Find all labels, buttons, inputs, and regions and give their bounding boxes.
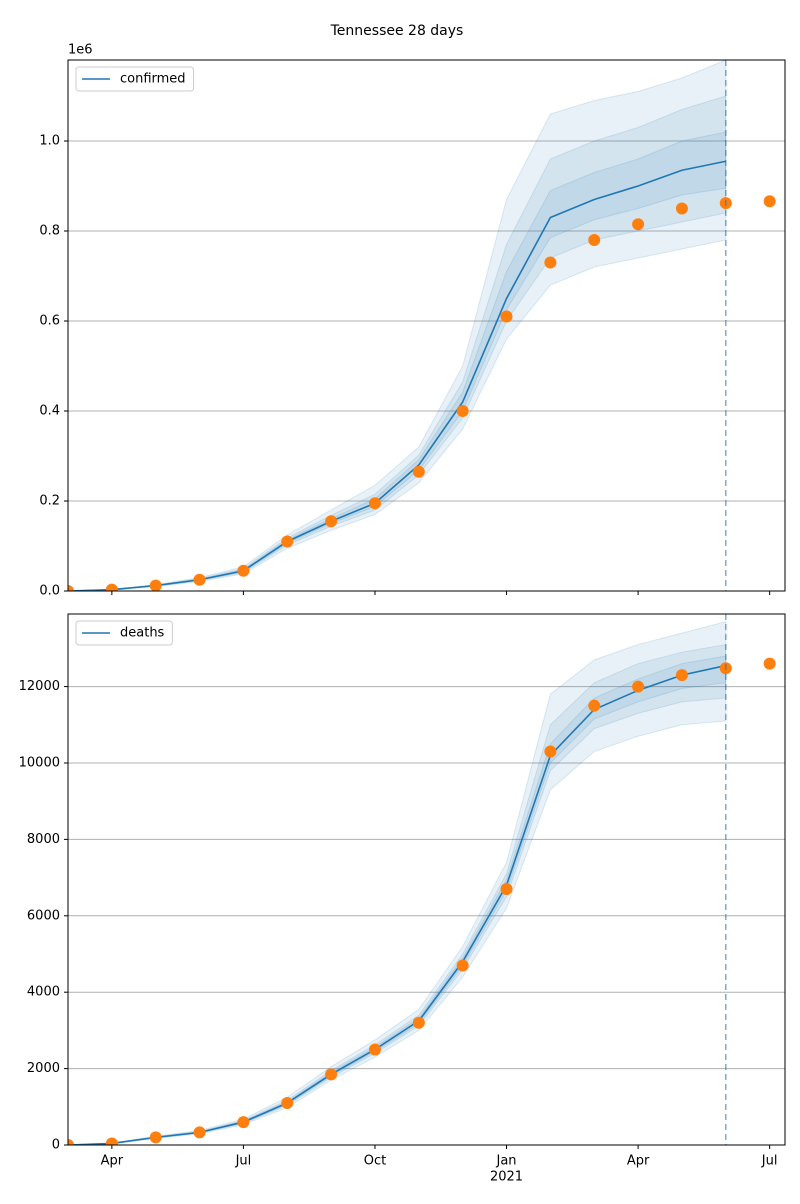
data-point [68,1139,74,1145]
data-point [105,1137,118,1145]
x-tick-label: Jul [761,1154,778,1169]
axes-frame [67,59,786,592]
legend-label: confirmed [120,72,186,87]
data-point [149,1131,162,1144]
data-point [105,583,118,591]
data-point [193,573,206,586]
figure-title: Tennessee 28 days [330,23,464,39]
y-tick-label: 4000 [27,985,60,1000]
y-tick-label: 0.4 [39,404,60,419]
y-tick-label: 1.0 [39,134,60,149]
legend: deaths [75,620,173,646]
data-point [237,564,250,577]
data-point [325,1068,338,1081]
data-point [456,405,469,417]
data-point [149,579,162,591]
data-point [281,535,294,548]
data-point [763,195,776,208]
data-point [588,234,601,246]
data-point [237,1116,250,1129]
y-tick-label: 0.0 [39,584,60,599]
data-point [675,669,688,682]
data-point [412,1016,425,1029]
data-point [500,310,513,323]
plot-area [68,60,785,591]
data-point [193,1126,206,1139]
y-tick-label: 0 [52,1138,60,1153]
data-point [632,218,645,231]
data-point [456,959,469,972]
x-tick-label: Apr [627,1154,650,1169]
y-tick-label: 10000 [19,755,60,770]
legend-box [75,66,195,92]
y-offset-label: 1e6 [68,43,93,58]
data-point [281,1096,294,1109]
model-line [68,160,726,591]
model-line [68,664,726,1145]
data-point [588,699,601,712]
data-point [763,657,776,670]
data-point [325,515,338,528]
y-tick-label: 2000 [27,1061,60,1076]
uncertainty-band [68,131,727,591]
legend-box [75,620,173,646]
data-point [675,202,688,215]
data-point [68,585,74,591]
y-tick-label: 0.6 [39,314,60,329]
y-tick-label: 0.8 [39,224,60,239]
plot-area [68,620,785,1145]
x-tick-label: Jan [496,1154,517,1169]
data-point [544,745,557,758]
axes-frame [67,613,786,1146]
legend-label: deaths [120,626,165,641]
y-tick-label: 12000 [19,679,60,694]
data-point [632,680,645,693]
x-year-label: 2021 [490,1170,523,1185]
data-point [368,497,381,510]
data-point [500,883,513,896]
data-point [368,1043,381,1056]
x-tick-label: Jul [235,1154,252,1169]
x-tick-label: Oct [364,1154,386,1169]
y-tick-label: 6000 [27,908,60,923]
y-tick-label: 8000 [27,832,60,847]
data-point [412,465,425,478]
legend: confirmed [75,66,195,92]
x-tick-label: Apr [101,1154,124,1169]
y-tick-label: 0.2 [39,494,60,509]
data-point [544,256,557,269]
